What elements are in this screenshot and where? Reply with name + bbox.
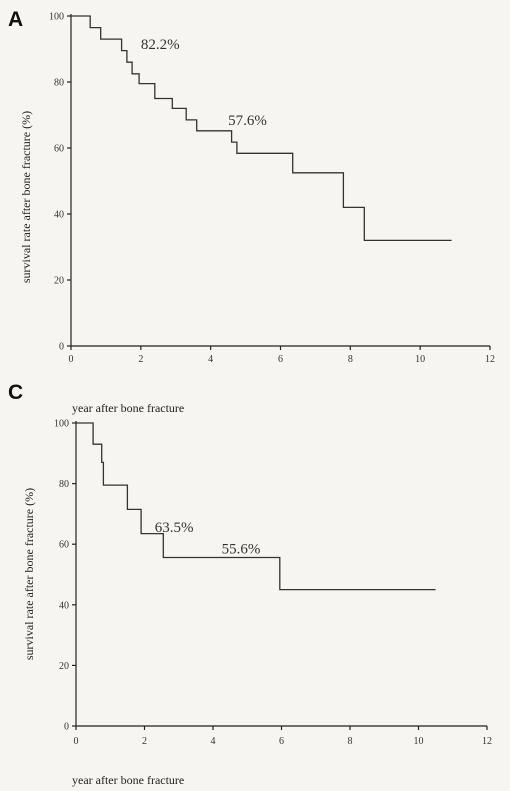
panel-c-y-tick-label: 20	[59, 661, 69, 672]
panel-a-x-tick-label: 4	[208, 354, 213, 365]
panel-a-y-tick-label: 100	[49, 12, 64, 23]
panel-a-y-tick-label: 0	[59, 342, 64, 353]
panel-a-annotation: 82.2%	[141, 37, 180, 53]
panel-c-x-axis-label: year after bone fracture	[72, 773, 184, 787]
panel-a-x-tick-label: 0	[69, 354, 74, 365]
panel-c-letter: C	[8, 381, 23, 404]
panel-c: C survival rate after bone fracture (%) …	[8, 381, 492, 787]
panel-a-y-tick-label: 60	[54, 144, 64, 155]
panel-a-y-tick-label: 20	[54, 276, 64, 287]
panel-c-x-tick-label: 6	[279, 736, 284, 747]
panel-a-x-tick-label: 2	[138, 354, 143, 365]
panel-a-letter: A	[8, 8, 23, 31]
panel-c-annotation: 63.5%	[155, 520, 194, 536]
panel-c-x-tick-label: 2	[142, 736, 147, 747]
panel-c-y-tick-label: 60	[59, 540, 69, 551]
panel-c-x-tick-label: 0	[74, 736, 79, 747]
panel-a-x-tick-label: 12	[485, 354, 495, 365]
panel-a-marks: 0 20 40 60 80 100 0 2 4 6 8 10 12 82.2% 57.6%	[49, 12, 495, 366]
panel-a: A survival rate after bone fracture (%) …	[8, 8, 495, 365]
panel-c-y-tick-label: 0	[64, 722, 69, 733]
between-x-axis-label: year after bone fracture	[72, 401, 184, 415]
panel-c-x-tick-label: 12	[482, 736, 492, 747]
panel-a-x-tick-label: 8	[348, 354, 353, 365]
panel-c-y-axis-label: survival rate after bone fracture (%)	[22, 488, 36, 660]
panel-c-marks: 0 20 40 60 80 100 0 2 4 6 8 10 12 63.5% 55.6%	[54, 419, 492, 748]
panel-c-survival-curve	[76, 422, 436, 591]
panel-c-annotation: 55.6%	[222, 541, 261, 557]
panel-c-y-tick-label: 40	[59, 600, 69, 611]
panel-c-y-tick-label: 100	[54, 419, 69, 430]
panel-a-x-tick-label: 10	[415, 354, 425, 365]
panel-c-x-tick-label: 10	[414, 736, 424, 747]
panel-c-y-tick-label: 80	[59, 479, 69, 490]
panel-a-x-tick-label: 6	[278, 354, 283, 365]
panel-a-y-axis-label: survival rate after bone fracture (%)	[19, 111, 33, 283]
panel-c-x-tick-label: 8	[348, 736, 353, 747]
panel-a-y-tick-label: 80	[54, 78, 64, 89]
panel-a-survival-curve	[71, 15, 452, 242]
panel-a-y-tick-label: 40	[54, 210, 64, 221]
panel-c-x-tick-label: 4	[211, 736, 216, 747]
panel-a-annotation: 57.6%	[228, 113, 267, 129]
